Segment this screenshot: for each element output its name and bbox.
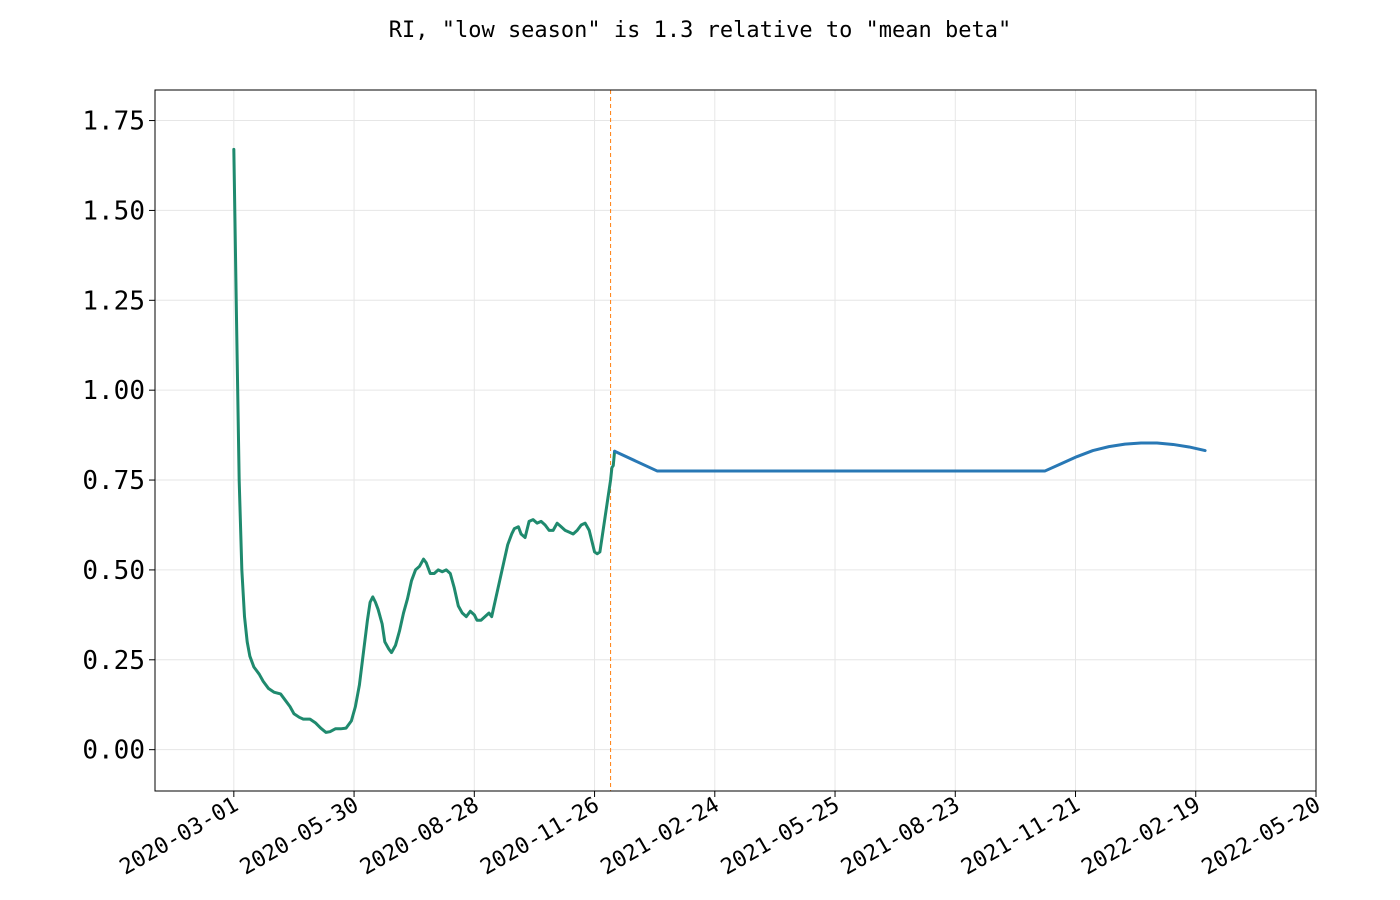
y-axis: 0.00 0.25 0.50 0.75 1.00 1.25 1.50 1.75	[82, 107, 155, 766]
plot-frame	[154, 89, 1317, 792]
series-line-1	[232, 147, 617, 734]
x-tick-label: 2020-05-30	[236, 793, 363, 881]
x-tick-label: 2022-02-19	[1078, 793, 1205, 881]
y-tick-label: 0.00	[82, 736, 145, 766]
y-tick-label: 0.25	[82, 646, 145, 676]
y-tick-label: 1.50	[82, 196, 145, 226]
grid-layer	[155, 90, 1317, 791]
x-tick-label: 2020-03-01	[116, 793, 243, 881]
series-line-2	[613, 441, 1207, 473]
x-axis: 2020-03-012020-05-302020-08-282020-11-26…	[116, 791, 1325, 880]
x-tick-label: 2020-08-28	[356, 793, 483, 881]
y-tick-label: 1.25	[82, 286, 145, 316]
y-tick-label: 1.00	[82, 376, 145, 406]
x-tick-label: 2021-11-21	[957, 793, 1084, 881]
x-tick-label: 2021-08-23	[837, 793, 964, 881]
x-tick-label: 2021-05-25	[717, 793, 844, 881]
series-layer	[232, 147, 1207, 734]
x-tick-label: 2022-05-20	[1198, 793, 1325, 881]
y-tick-label: 0.50	[82, 556, 145, 586]
x-tick-label: 2020-11-26	[476, 793, 603, 881]
x-tick-label: 2021-02-24	[597, 793, 724, 881]
y-tick-label: 1.75	[82, 107, 145, 137]
y-tick-label: 0.75	[82, 466, 145, 496]
chart-title: RI, "low season" is 1.3 relative to "mea…	[389, 18, 1012, 43]
